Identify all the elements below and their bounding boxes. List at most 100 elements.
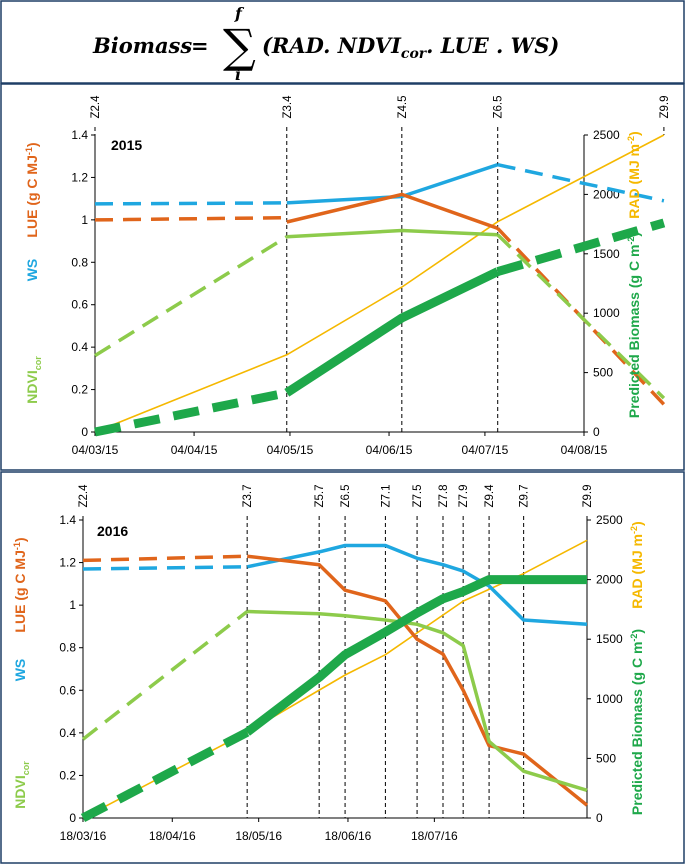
- ndvi-series-segment: [81, 610, 249, 741]
- ws-series-segment: [246, 543, 588, 627]
- biomass-axis-label-close: ): [626, 232, 642, 237]
- lue-series-segment: [286, 192, 499, 230]
- left-tick-label: 1: [81, 213, 88, 227]
- equation-lhs: Biomass: [92, 33, 192, 58]
- left-tick-label: 0.6: [71, 298, 88, 312]
- left-tick-label: 1: [69, 598, 76, 612]
- equation-lower-limit: i: [235, 65, 241, 84]
- rad-axis-label-close: ): [626, 131, 642, 136]
- lue-axis-label: LUE (g C MJ-1): [12, 537, 28, 632]
- biomass-equation: Biomass = ∑ f i (RAD. NDVIcor. LUE . WS): [92, 4, 559, 84]
- right-tick-label: 2500: [596, 513, 623, 527]
- left-tick-label: 0.4: [71, 340, 88, 354]
- left-tick-label: 1.2: [59, 556, 76, 570]
- x-tick-label: 04/06/15: [366, 443, 413, 457]
- right-tick-label: 2500: [593, 128, 620, 142]
- right-tick-label: 1500: [596, 632, 623, 646]
- biomass-axis-label: Predicted Biomass (g C m-2): [629, 629, 645, 815]
- biomass-axis-label-text: Predicted Biomass (g C m: [629, 642, 645, 816]
- panel-2015-frame: [0, 83, 685, 471]
- equation-sigma: ∑: [223, 19, 256, 73]
- chart-2016: 0 0.2 0.4 0.6 0.8 1 1.2 1.4 0 500 1000 1500 2000 2500…: [12, 484, 645, 843]
- ndvi-series-segment: [247, 609, 588, 792]
- year-label: 2015: [111, 137, 142, 153]
- biomass-axis-label-text: Predicted Biomass (g C m: [626, 245, 642, 419]
- lue-axis-label-sup: -1: [12, 542, 22, 550]
- stage-label: Z5.7: [314, 484, 326, 507]
- x-tick-label: 18/07/16: [411, 829, 458, 843]
- rad-axis-label-sup: -2: [626, 136, 636, 144]
- stage-label: Z2.4: [90, 95, 102, 119]
- ndvi-axis-label-sub: cor: [21, 761, 31, 776]
- stage-label: Z4.5: [397, 95, 409, 118]
- rad-series-segment: [94, 134, 665, 433]
- right-tick-label: 1500: [593, 247, 620, 261]
- left-tick-label: 1.4: [71, 128, 88, 142]
- ndvi-axis-label-sub: cor: [33, 356, 43, 371]
- stage-label: Z3.4: [282, 95, 294, 119]
- right-tick-label: 500: [593, 366, 613, 380]
- left-tick-label: 0: [69, 811, 76, 825]
- rad-axis-label: RAD (MJ m-2): [626, 131, 642, 218]
- rad-axis-label-text: RAD (MJ m: [629, 534, 645, 609]
- stage-label: Z6.5: [493, 95, 505, 118]
- equation-equals: =: [191, 33, 209, 58]
- stage-label: Z9.9: [582, 484, 594, 507]
- right-tick-label: 0: [596, 811, 603, 825]
- left-tick-label: 1.2: [71, 170, 88, 184]
- stage-label: Z9.4: [484, 484, 496, 508]
- biomass-axis-label-close: ): [629, 629, 645, 634]
- biomass-axis-label: Predicted Biomass (g C m-2): [626, 232, 642, 418]
- lue-axis-label-text: LUE (g C MJ: [24, 155, 40, 237]
- equation-rhs: (RAD. NDVIcor. LUE . WS): [262, 33, 559, 62]
- x-tick-label: 04/07/15: [462, 443, 509, 457]
- equation-upper-limit: f: [234, 4, 245, 23]
- x-tick-label: 18/06/16: [325, 829, 372, 843]
- stage-label: Z7.5: [412, 484, 424, 507]
- lue-series-segment: [246, 554, 589, 807]
- left-tick-label: 0.2: [71, 383, 88, 397]
- biomass-series-segment: [244, 575, 587, 736]
- panel-2016-frame: [0, 471, 685, 864]
- biomass-series-segment: [284, 267, 500, 397]
- x-tick-label: 04/08/15: [561, 443, 608, 457]
- x-tick-label: 04/04/15: [171, 443, 218, 457]
- right-tick-label: 500: [596, 751, 616, 765]
- ndvi-axis-label-text: NDVI: [24, 370, 40, 403]
- rad-axis-label: RAD (MJ m-2): [629, 521, 645, 608]
- year-label: 2016: [97, 523, 128, 539]
- ws-series-segment: [286, 163, 499, 205]
- lue-axis-label-text: LUE (g C MJ: [12, 550, 28, 632]
- lue-series-segment: [94, 215, 287, 222]
- x-tick-label: 18/05/16: [235, 829, 282, 843]
- chart-2015: 00.20.40.60.811.21.405001000150020002500…: [24, 95, 671, 457]
- ndvi-series-segment: [286, 228, 498, 239]
- stage-label: Z3.7: [242, 484, 254, 507]
- right-tick-label: 2000: [596, 573, 623, 587]
- ndvi-axis-label: NDVIcor: [24, 356, 43, 404]
- ndvi-series-segment: [496, 233, 666, 400]
- equation-rhs-open: (RAD. NDVI: [262, 33, 402, 58]
- biomass-axis-label-sup: -2: [629, 634, 639, 642]
- lue-axis-label-close: ): [24, 142, 40, 147]
- stage-label: Z2.4: [78, 484, 90, 508]
- rad-axis-label-sup: -2: [629, 526, 639, 534]
- left-tick-label: 0.6: [59, 683, 76, 697]
- equation-rhs-close: . LUE . WS): [426, 33, 559, 58]
- ndvi-axis-label-text: NDVI: [12, 775, 28, 808]
- ws-series-segment: [497, 162, 665, 203]
- ndvi-axis-label: NDVIcor: [12, 761, 31, 809]
- stage-label: Z6.5: [340, 484, 352, 507]
- rad-axis-label-close: ): [629, 521, 645, 526]
- lue-axis-label: LUE (g C MJ-1): [24, 142, 40, 237]
- biomass-series-segment: [496, 218, 666, 276]
- left-tick-label: 0: [81, 425, 88, 439]
- x-tick-label: 18/04/16: [149, 829, 196, 843]
- stage-label: Z7.8: [438, 484, 450, 507]
- stage-label: Z9.9: [659, 95, 671, 118]
- biomass-axis-label-sup: -2: [626, 237, 636, 245]
- left-tick-label: 0.2: [59, 768, 76, 782]
- equation-frame: [0, 0, 685, 84]
- ws-series-segment: [94, 201, 287, 206]
